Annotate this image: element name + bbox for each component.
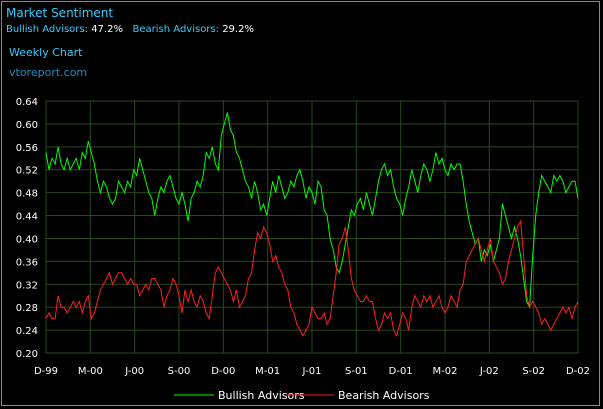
y-tick-label: 0.40 — [16, 234, 38, 245]
chart-grid — [45, 100, 579, 354]
y-tick-label: 0.52 — [16, 166, 38, 177]
sentiment-summary: Bullish Advisors: 47.2% Bearish Advisors… — [6, 24, 254, 35]
x-tick-label: S-00 — [168, 366, 191, 377]
x-tick-label: M-01 — [255, 366, 280, 377]
x-tick-label: J-01 — [302, 366, 322, 377]
y-tick-label: 0.48 — [16, 189, 38, 200]
legend-label: Bullish Advisors — [218, 389, 305, 402]
chart-subtitle: Weekly Chart — [9, 46, 83, 59]
page-title: Market Sentiment — [6, 6, 114, 20]
bearish-value: 29.2% — [222, 24, 254, 35]
x-tick-label: S-01 — [345, 366, 368, 377]
y-tick-label: 0.56 — [16, 143, 38, 154]
x-axis-ticks: D-99 M-00 J-00 S-00 D-00 M-01 J-01 S-01 D-01 M-02… — [34, 366, 590, 377]
y-tick-label: 0.36 — [16, 257, 38, 268]
legend-label: Bearish Advisors — [338, 389, 430, 402]
x-tick-label: J-00 — [124, 366, 144, 377]
x-tick-label: M-00 — [78, 366, 103, 377]
bearish-label: Bearish Advisors: — [132, 24, 219, 35]
x-tick-label: J-02 — [479, 366, 499, 377]
y-tick-label: 0.60 — [16, 120, 38, 131]
y-axis-ticks: 0.64 0.60 0.56 0.52 0.48 0.44 0.40 0.36 0.32 0.28… — [16, 97, 38, 360]
bullish-value: 47.2% — [91, 24, 123, 35]
y-tick-label: 0.32 — [16, 280, 38, 291]
chart-legend: Bullish Advisors Bearish Advisors — [174, 389, 430, 402]
x-tick-label: D-01 — [389, 366, 413, 377]
x-tick-label: D-02 — [566, 366, 590, 377]
x-tick-label: D-00 — [211, 366, 235, 377]
y-tick-label: 0.28 — [16, 303, 38, 314]
site-name: vtoreport.com — [9, 66, 88, 79]
y-tick-label: 0.24 — [16, 326, 38, 337]
y-tick-label: 0.64 — [16, 97, 38, 108]
bullish-label: Bullish Advisors: — [6, 24, 88, 35]
x-tick-label: D-99 — [34, 366, 58, 377]
x-tick-label: S-02 — [522, 366, 545, 377]
x-tick-label: M-02 — [433, 366, 458, 377]
bearish-series-line — [45, 219, 579, 338]
y-tick-label: 0.44 — [16, 212, 38, 223]
bullish-series-line — [45, 112, 579, 310]
y-tick-label: 0.20 — [16, 349, 38, 360]
series-lines — [45, 112, 579, 338]
